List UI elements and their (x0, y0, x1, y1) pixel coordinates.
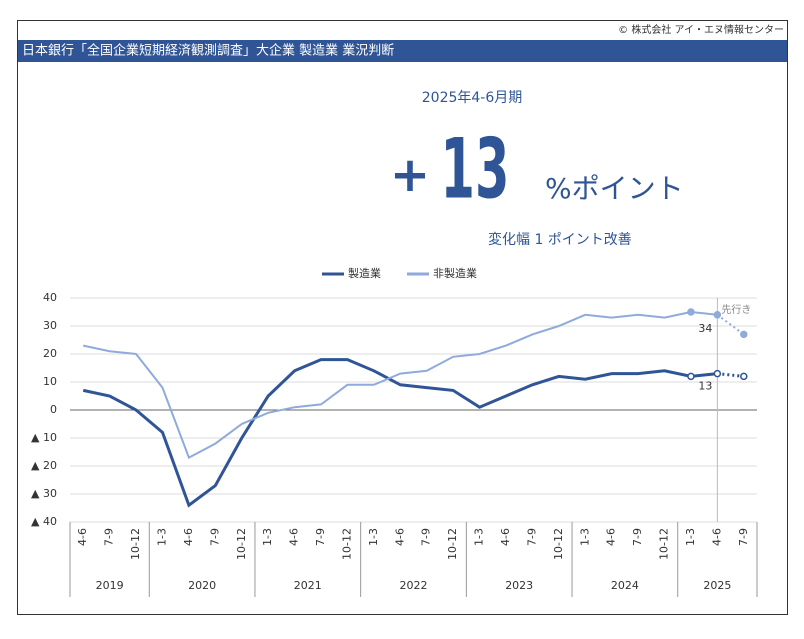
x-tick-label: 7-9 (420, 528, 433, 546)
x-tick-label: 10-12 (340, 528, 353, 560)
legend-label: 非製造業 (433, 266, 477, 280)
x-tick-label: 1-3 (684, 528, 697, 546)
x-tick-label: 4-6 (710, 528, 723, 546)
sign: + (390, 147, 430, 203)
y-tick-label: ▲ 30 (31, 487, 57, 500)
unit: %ポイント (545, 172, 684, 205)
x-tick-label: 7-9 (525, 528, 538, 546)
x-tick-label: 4-6 (393, 528, 406, 546)
data-label: 13 (698, 380, 712, 393)
y-tick-label: ▲ 40 (31, 515, 57, 528)
year-label: 2023 (505, 579, 533, 592)
y-tick-label: ▲ 10 (31, 431, 57, 444)
year-label: 2021 (294, 579, 322, 592)
data-label: 34 (698, 322, 712, 335)
marker (687, 372, 695, 381)
x-tick-label: 10-12 (235, 528, 248, 560)
title-bar (18, 40, 787, 62)
x-tick-label: 7-9 (737, 528, 750, 546)
y-tick-label: ▲ 20 (31, 459, 57, 472)
x-tick-label: 7-9 (314, 528, 327, 546)
marker (713, 369, 722, 378)
x-tick-label: 10-12 (446, 528, 459, 560)
x-tick-label: 4-6 (499, 528, 512, 546)
y-tick-label: 20 (43, 347, 57, 360)
year-label: 2020 (188, 579, 216, 592)
period: 2025年4-6月期 (422, 90, 523, 106)
year-label: 2019 (96, 579, 124, 592)
x-tick-label: 10-12 (552, 528, 565, 560)
y-tick-label: 30 (43, 319, 57, 332)
y-tick-label: 40 (43, 291, 57, 304)
x-tick-label: 7-9 (631, 528, 644, 546)
x-tick-label: 4-6 (288, 528, 301, 546)
forecast-line (716, 313, 745, 336)
x-tick-label: 4-6 (182, 528, 195, 546)
legend-label: 製造業 (348, 266, 381, 280)
copyright: © 株式会社 アイ・エヌ情報センター (618, 23, 784, 36)
year-label: 2025 (703, 579, 731, 592)
x-tick-label: 4-6 (605, 528, 618, 546)
y-tick-label: 0 (50, 403, 57, 416)
x-tick-label: 4-6 (76, 528, 89, 546)
marker (740, 372, 748, 381)
chart-title: 日本銀行「全国企業短期経済観測調査」大企業 製造業 業況判断 (22, 43, 394, 59)
x-tick-label: 10-12 (658, 528, 671, 560)
forecast-label: 先行き (721, 303, 751, 316)
year-label: 2022 (400, 579, 428, 592)
x-tick-label: 1-3 (155, 528, 168, 546)
x-tick-label: 10-12 (129, 528, 142, 560)
year-label: 2024 (611, 579, 639, 592)
marker (687, 308, 695, 316)
series-line (83, 310, 718, 460)
x-tick-label: 1-3 (578, 528, 591, 546)
headline-value: 13 (441, 122, 510, 218)
marker (740, 330, 748, 339)
x-tick-label: 7-9 (208, 528, 221, 546)
series-line (82, 358, 718, 508)
y-tick-label: 10 (43, 375, 57, 388)
change: 変化幅 1 ポイント改善 (488, 231, 632, 248)
marker (713, 311, 722, 319)
frame (17, 20, 788, 615)
x-tick-label: 7-9 (103, 528, 116, 546)
x-tick-label: 1-3 (261, 528, 274, 546)
x-tick-label: 1-3 (367, 528, 380, 546)
x-tick-label: 1-3 (473, 528, 486, 546)
